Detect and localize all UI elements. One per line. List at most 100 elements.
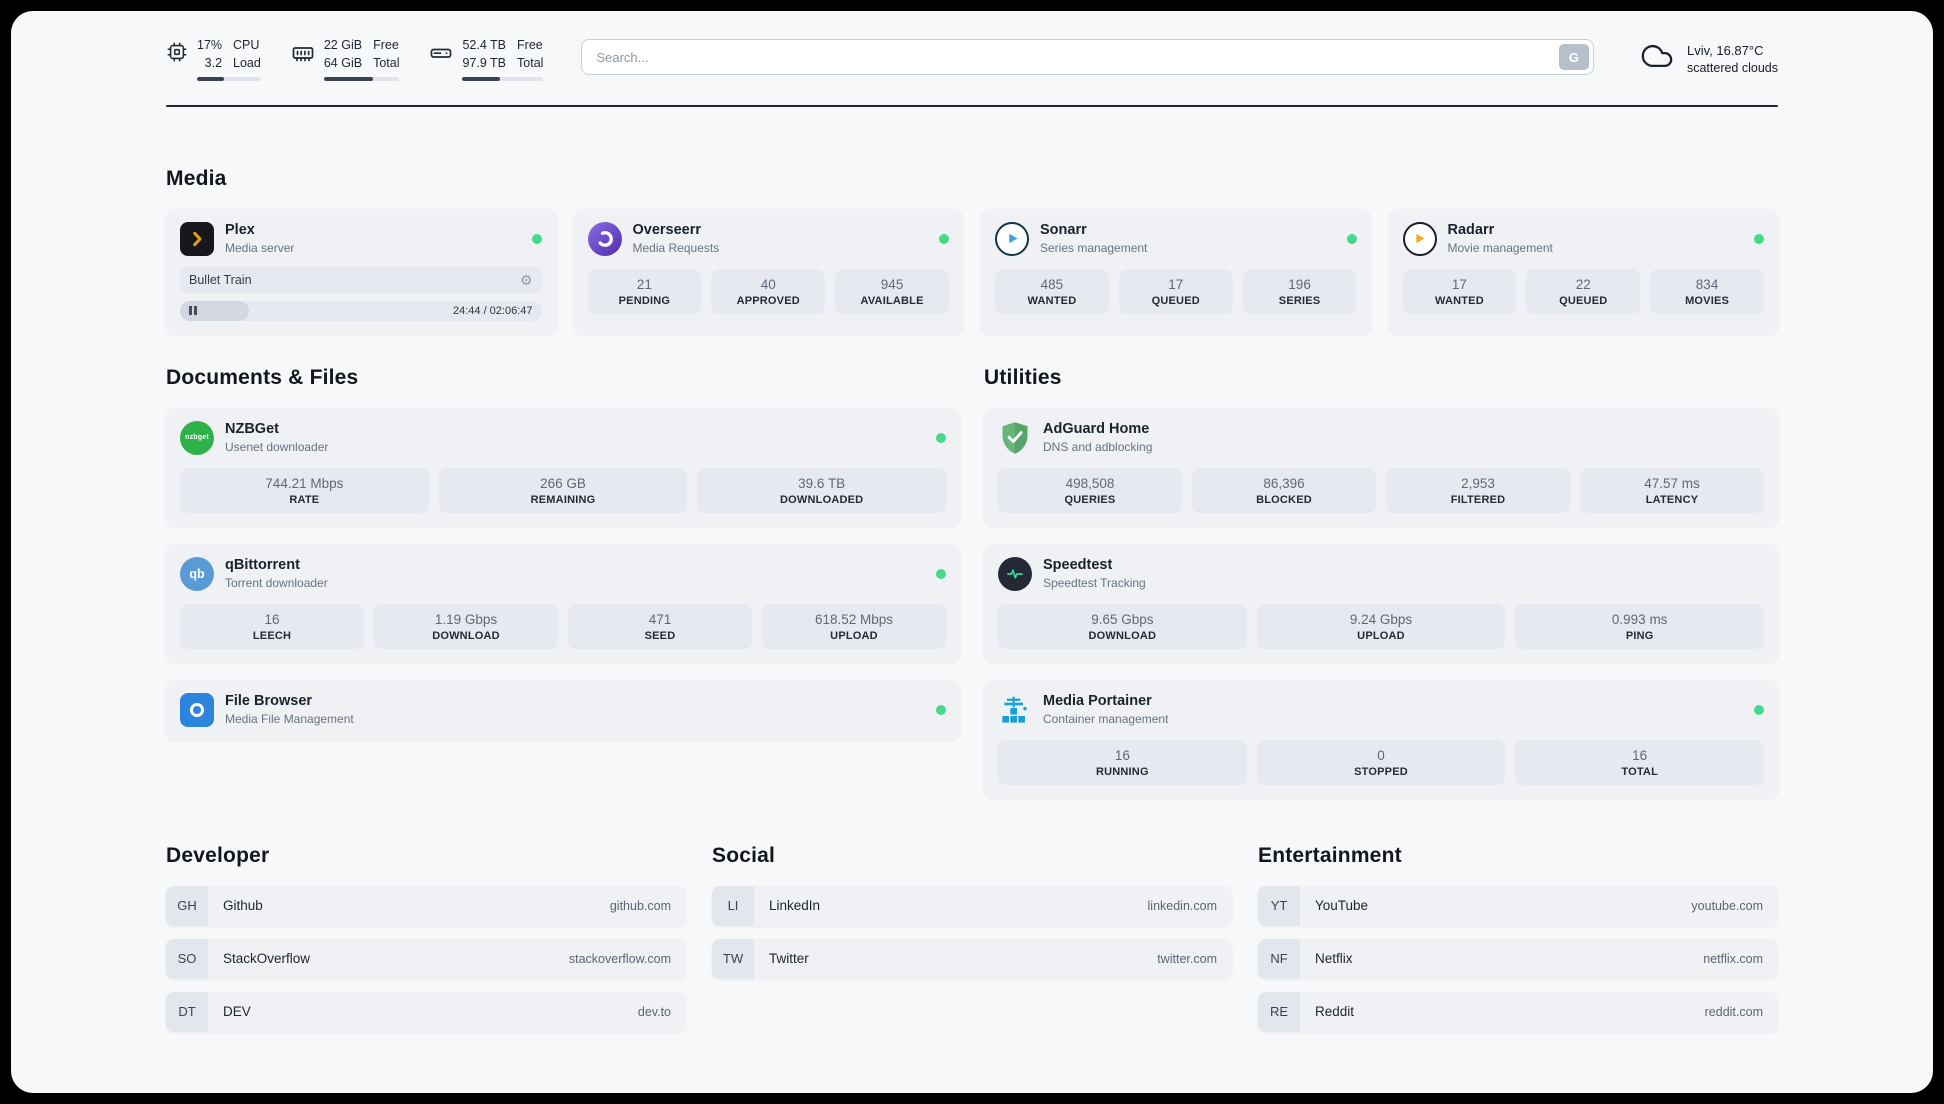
cpu-widget-body: 17% 3.2 CPU Load bbox=[197, 37, 261, 81]
bookmark-abbr: RE bbox=[1258, 991, 1300, 1032]
stat-label: WANTED bbox=[1434, 294, 1484, 307]
stat-box: 196 SERIES bbox=[1242, 268, 1357, 314]
stat-value: 22 bbox=[1575, 276, 1591, 292]
bookmark-twitter[interactable]: TW Twitter twitter.com bbox=[712, 938, 1232, 979]
service-subtitle: Movie management bbox=[1447, 241, 1553, 256]
cpu-widget: 17% 3.2 CPU Load bbox=[166, 37, 261, 81]
service-card-qbittorrent[interactable]: qb qBittorrent Torrent downloader 16 bbox=[166, 543, 960, 662]
disk-free-label: Free bbox=[517, 38, 543, 52]
cpu-load-label: Load bbox=[233, 55, 261, 70]
status-dot bbox=[1346, 233, 1357, 244]
bookmark-youtube[interactable]: YT YouTube youtube.com bbox=[1258, 885, 1778, 926]
service-subtitle: Container management bbox=[1043, 712, 1169, 727]
service-name: Sonarr bbox=[1040, 222, 1087, 239]
weather-widget: Lviv, 16.87°C scattered clouds bbox=[1638, 39, 1778, 78]
service-name: Plex bbox=[225, 222, 255, 239]
service-card-adguard[interactable]: AdGuard Home DNS and adblocking 498,508 … bbox=[984, 407, 1778, 526]
service-card-plex[interactable]: Plex Media server Bullet Train ⚙ 24:44 /… bbox=[166, 208, 556, 334]
service-card-sonarr[interactable]: Sonarr Series management 485 WANTED 17 Q… bbox=[981, 208, 1371, 334]
bookmark-stackoverflow[interactable]: SO StackOverflow stackoverflow.com bbox=[166, 938, 686, 979]
bookmark-url: twitter.com bbox=[1157, 951, 1217, 966]
service-subtitle: Media Requests bbox=[632, 241, 720, 256]
search-provider-button[interactable]: G bbox=[1558, 44, 1589, 70]
service-name: Radarr bbox=[1447, 222, 1495, 239]
service-name: Speedtest bbox=[1043, 557, 1113, 574]
stat-label: MOVIES bbox=[1685, 294, 1730, 307]
resource-widgets: 17% 3.2 CPU Load bbox=[166, 37, 544, 81]
bookmark-name: Reddit bbox=[1315, 1004, 1355, 1020]
search-input[interactable] bbox=[581, 39, 1594, 75]
bookmark-netflix[interactable]: NF Netflix netflix.com bbox=[1258, 938, 1778, 979]
stat-label: QUEUED bbox=[1559, 294, 1608, 307]
bookmark-linkedin[interactable]: LI LinkedIn linkedin.com bbox=[712, 885, 1232, 926]
stat-label: UPLOAD bbox=[830, 629, 878, 642]
bookmark-github[interactable]: GH Github github.com bbox=[166, 885, 686, 926]
bookmark-dev[interactable]: DT DEV dev.to bbox=[166, 991, 686, 1032]
radarr-icon bbox=[1402, 221, 1437, 256]
section-utilities: Utilities bbox=[984, 366, 1778, 798]
bookmark-abbr: GH bbox=[166, 885, 208, 926]
service-card-overseerr[interactable]: Overseerr Media Requests 21 PENDING 40 A… bbox=[573, 208, 963, 334]
stat-value: 9.24 Gbps bbox=[1349, 611, 1413, 627]
topbar-divider bbox=[166, 104, 1778, 107]
qbittorrent-icon: qb bbox=[180, 556, 214, 591]
service-subtitle: Media server bbox=[225, 241, 295, 256]
stat-box: 1.19 Gbps DOWNLOAD bbox=[374, 603, 558, 649]
service-card-radarr[interactable]: Radarr Movie management 17 WANTED 22 QUE… bbox=[1388, 208, 1778, 334]
bookmark-url: stackoverflow.com bbox=[568, 951, 671, 966]
cpu-usage-label: CPU bbox=[233, 38, 260, 52]
stat-box: 485 WANTED bbox=[995, 268, 1109, 314]
memory-widget-body: 22 GiB 64 GiB Free Total bbox=[323, 37, 400, 81]
service-card-filebrowser[interactable]: File Browser Media File Management bbox=[166, 679, 960, 740]
weather-condition: scattered clouds bbox=[1686, 60, 1778, 75]
stat-box: 9.65 Gbps DOWNLOAD bbox=[998, 603, 1247, 649]
section-title-utilities: Utilities bbox=[984, 365, 1062, 389]
bookmark-group-social: Social LI LinkedIn linkedin.com TW Twitt… bbox=[712, 844, 1232, 992]
stat-label: REMAINING bbox=[530, 493, 596, 506]
bookmarks: Developer GH Github github.com SO StackO… bbox=[166, 844, 1778, 1045]
stat-box: 945 AVAILABLE bbox=[835, 268, 949, 314]
search-box: G bbox=[581, 39, 1594, 75]
service-subtitle: Series management bbox=[1040, 241, 1148, 256]
bookmark-name: DEV bbox=[223, 1004, 251, 1020]
pause-icon[interactable] bbox=[189, 306, 197, 316]
stat-box: 17 QUEUED bbox=[1118, 268, 1233, 314]
section-media: Media Plex Media server bbox=[166, 167, 1778, 334]
now-playing-bar: Bullet Train ⚙ bbox=[180, 266, 542, 293]
stat-value: 945 bbox=[880, 276, 904, 292]
service-card-portainer[interactable]: Media Portainer Container management 16 … bbox=[984, 679, 1778, 798]
memory-free-label: Free bbox=[373, 38, 399, 52]
service-subtitle: Usenet downloader bbox=[225, 440, 329, 455]
now-playing-title: Bullet Train bbox=[189, 272, 252, 287]
stat-value: 21 bbox=[636, 276, 652, 292]
cpu-load-value: 3.2 bbox=[204, 55, 223, 70]
stat-value: 0 bbox=[1377, 747, 1385, 763]
section-title-developer: Developer bbox=[166, 843, 270, 867]
service-name: NZBGet bbox=[225, 421, 279, 438]
stat-box: 21 PENDING bbox=[587, 268, 702, 314]
qbittorrent-icon-text: qb bbox=[189, 566, 205, 581]
section-title-social: Social bbox=[712, 843, 776, 867]
service-name: Media Portainer bbox=[1043, 693, 1152, 710]
service-name: File Browser bbox=[225, 693, 313, 710]
stat-value: 47.57 ms bbox=[1644, 475, 1700, 491]
memory-total-value: 64 GiB bbox=[323, 55, 363, 70]
stat-label: QUEUED bbox=[1151, 294, 1200, 307]
status-dot bbox=[936, 432, 946, 443]
stat-label: QUERIES bbox=[1064, 493, 1116, 506]
stat-box: 40 APPROVED bbox=[711, 268, 826, 314]
player-progress-bar[interactable]: 24:44 / 02:06:47 bbox=[180, 300, 542, 321]
disk-progress-bar bbox=[462, 76, 544, 81]
nzbget-icon-text: nzbget bbox=[185, 434, 209, 442]
memory-widget: 22 GiB 64 GiB Free Total bbox=[291, 37, 400, 81]
service-card-speedtest[interactable]: Speedtest Speedtest Tracking 9.65 Gbps D… bbox=[984, 543, 1778, 662]
weather-location: Lviv, 16.87°C bbox=[1686, 42, 1764, 58]
section-title-entertainment: Entertainment bbox=[1258, 843, 1402, 867]
bookmark-reddit[interactable]: RE Reddit reddit.com bbox=[1258, 991, 1778, 1032]
stat-value: 9.65 Gbps bbox=[1091, 611, 1154, 627]
service-card-nzbget[interactable]: nzbget NZBGet Usenet downloader 744.21 M… bbox=[166, 407, 960, 526]
gear-icon[interactable]: ⚙ bbox=[519, 271, 533, 288]
stat-label: RUNNING bbox=[1095, 765, 1149, 778]
overseerr-icon bbox=[587, 221, 622, 256]
disk-widget-body: 52.4 TB 97.9 TB Free Total bbox=[462, 37, 544, 81]
